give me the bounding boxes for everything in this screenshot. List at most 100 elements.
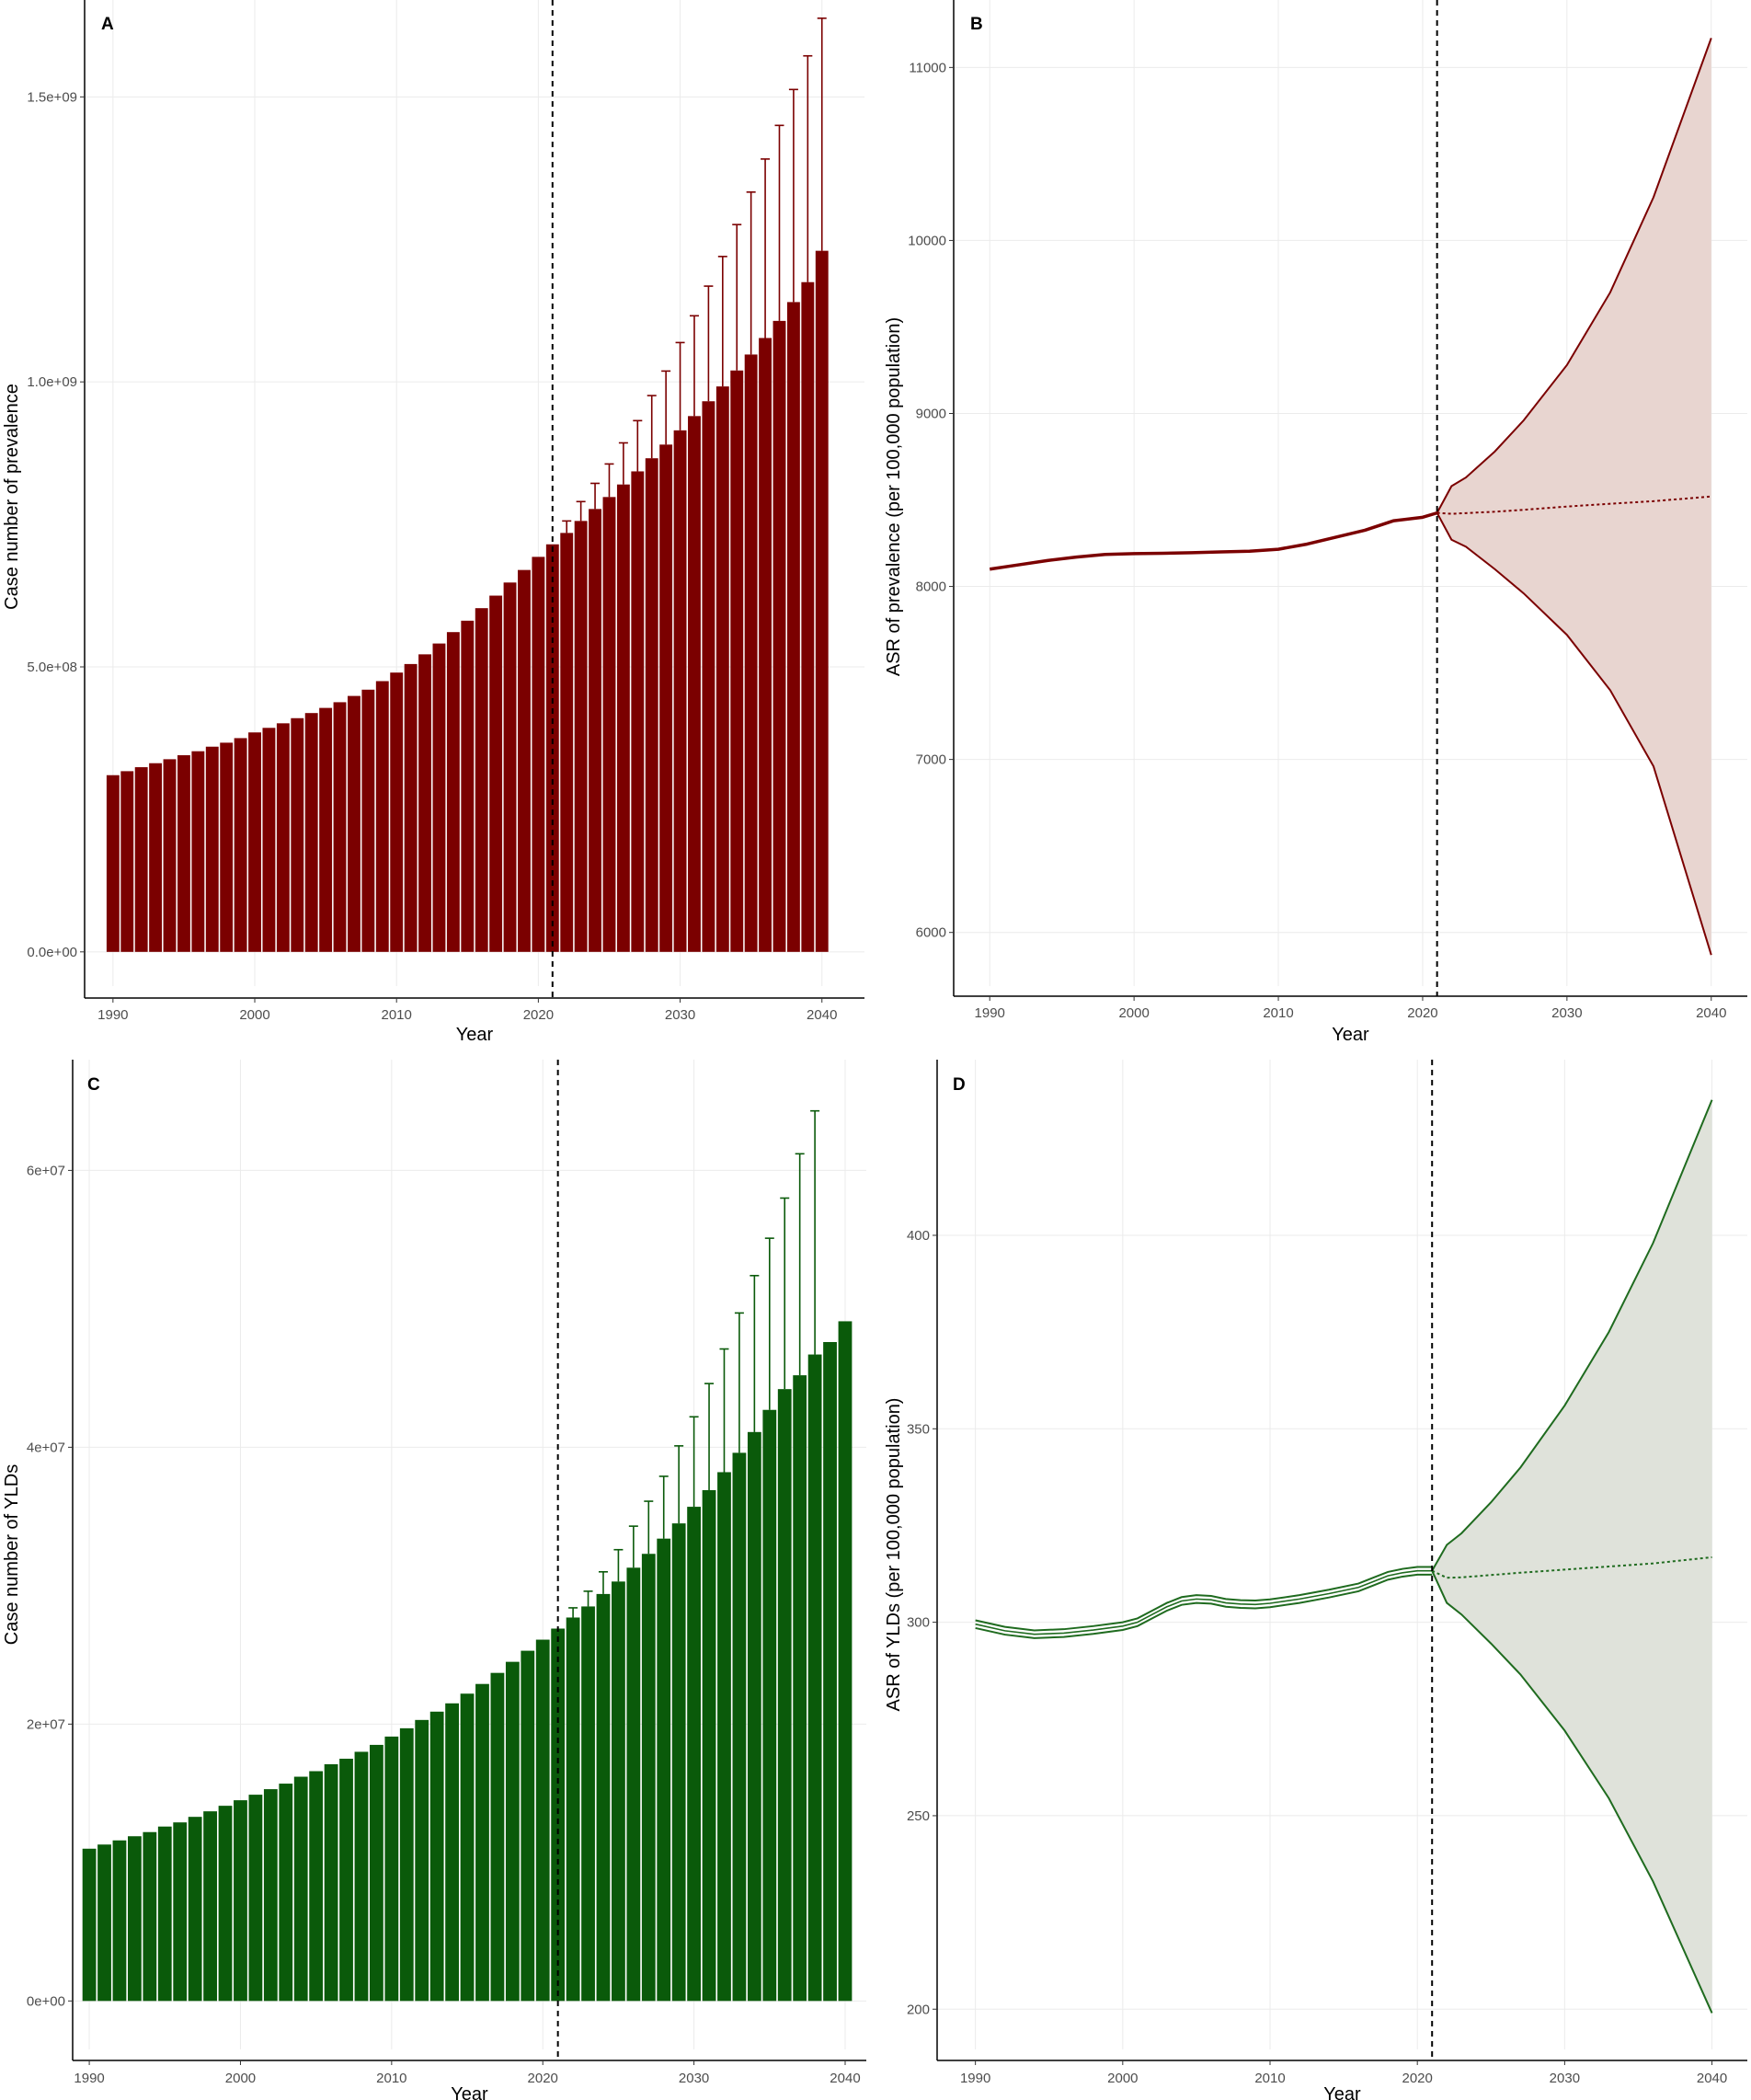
bar-2023 [574, 521, 588, 952]
bar-2020 [532, 557, 545, 952]
y-axis-title: Case number of prevalence [2, 384, 22, 610]
bar-2003 [279, 1784, 293, 2002]
y-tick-label: 7000 [916, 752, 946, 768]
observed-line [989, 511, 1438, 571]
bar-2036 [759, 338, 772, 952]
bar-2016 [475, 608, 488, 952]
bar-2025 [612, 1581, 625, 2002]
x-tick-label: 2030 [679, 2071, 709, 2086]
bar-2034 [730, 370, 744, 952]
bar-2011 [399, 1727, 414, 2002]
forecast-upper-line [1431, 1099, 1713, 1572]
panel-c: 1990 2000 2010 2020 2030 2040 0e+00 2e+07 4e+07 6… [2, 1060, 866, 2100]
bar-2002 [263, 1789, 278, 2002]
bar-2008 [361, 689, 375, 952]
observed-upper-line [975, 1566, 1433, 1632]
x-tick-label: 2030 [1550, 2071, 1580, 2086]
bar-2006 [324, 1763, 338, 2002]
y-tick-label: 300 [907, 1615, 930, 1631]
bar-2009 [375, 681, 389, 952]
bar-2038 [786, 302, 800, 952]
bar-2027 [631, 471, 645, 952]
x-tick-label: 2010 [1254, 2071, 1285, 2086]
x-tick-label: 1990 [960, 2071, 990, 2086]
bar-1999 [218, 1806, 233, 2002]
x-axis-title: Year [451, 2084, 488, 2100]
y-tick-label: 5.0e+08 [27, 660, 77, 675]
bar-2018 [503, 582, 517, 952]
bar-2006 [333, 702, 347, 952]
x-axis-title: Year [456, 1025, 494, 1045]
y-tick-label: 2e+07 [27, 1716, 65, 1732]
bar-2028 [657, 1538, 671, 2002]
bar-2007 [348, 695, 360, 952]
bar-1992 [112, 1840, 127, 2002]
bar-2039 [823, 1341, 837, 2002]
x-tick-label: 2020 [1402, 2071, 1433, 2086]
bar-1995 [157, 1826, 172, 2002]
bar-2017 [489, 595, 503, 952]
y-tick-label: 6000 [916, 925, 946, 941]
bar-2039 [801, 281, 815, 952]
y-tick-label: 0.0e+00 [27, 945, 77, 960]
bar-2019 [521, 1650, 535, 2002]
x-tick-label: 2000 [225, 2071, 256, 2086]
bar-2040 [815, 250, 829, 952]
bar-2040 [838, 1321, 853, 2002]
bar-1991 [97, 1844, 111, 2002]
bar-1995 [177, 755, 190, 952]
bar-2000 [248, 732, 261, 952]
x-axis-title: Year [1323, 2084, 1361, 2100]
y-tick-label: 1.0e+09 [27, 374, 77, 390]
bar-1998 [220, 742, 234, 952]
bar-2010 [384, 1736, 399, 2002]
y-tick-label: 6e+07 [27, 1163, 65, 1178]
panel-a: 1990 2000 2010 2020 2030 2040 0.0e+00 5.0e+08 1.… [2, 0, 864, 1045]
x-tick-label: 2000 [239, 1007, 269, 1023]
y-tick-label: 4e+07 [27, 1440, 65, 1455]
bar-2032 [717, 1472, 731, 2002]
bar-2013 [429, 1711, 444, 2002]
bar-2014 [446, 632, 460, 952]
x-tick-label: 2020 [528, 2071, 558, 2086]
x-tick-label: 1990 [975, 1005, 1005, 1021]
x-tick-label: 2030 [665, 1007, 695, 1023]
bar-2016 [475, 1683, 489, 2002]
bar-2028 [645, 458, 658, 952]
bar-2037 [793, 1375, 807, 2002]
y-tick-label: 8000 [916, 580, 946, 595]
bar-2014 [445, 1703, 459, 2002]
bar-2027 [641, 1554, 656, 2002]
bar-2008 [354, 1751, 369, 2002]
bar-2036 [777, 1389, 792, 2002]
bar-1993 [149, 763, 163, 952]
bar-2002 [276, 723, 290, 952]
bar-2001 [248, 1795, 263, 2002]
x-tick-label: 2000 [1107, 2071, 1138, 2086]
bar-1993 [127, 1836, 142, 2002]
panel-d: 1990 2000 2010 2020 2030 2040 200 250 300 350 400 Y… [884, 1060, 1747, 2100]
x-tick-label: 1990 [97, 1007, 128, 1023]
bar-2012 [415, 1719, 429, 2002]
x-tick-label: 2010 [382, 1007, 412, 1023]
panel-b: 1990 2000 2010 2020 2030 2040 6000 7000 8000 9000… [884, 0, 1747, 1045]
panel-letter: B [970, 15, 983, 34]
bar-2024 [596, 1593, 611, 2002]
y-tick-label: 1.5e+09 [27, 89, 77, 105]
bar-1996 [173, 1822, 188, 2002]
bar-2013 [432, 643, 446, 952]
x-tick-label: 2020 [1407, 1005, 1437, 1021]
forecast-mean-line [1431, 1555, 1712, 1579]
x-tick-label: 2040 [1697, 2071, 1727, 2086]
bar-2012 [418, 654, 431, 952]
bar-2029 [671, 1523, 686, 2002]
bar-2033 [715, 386, 729, 952]
bar-1997 [205, 746, 219, 952]
bar-2030 [687, 1507, 702, 2002]
x-tick-label: 2040 [807, 1007, 837, 1023]
bar-2022 [566, 1617, 580, 2002]
bar-2038 [807, 1354, 822, 2002]
y-tick-label: 9000 [916, 406, 946, 421]
bar-2032 [702, 401, 715, 952]
